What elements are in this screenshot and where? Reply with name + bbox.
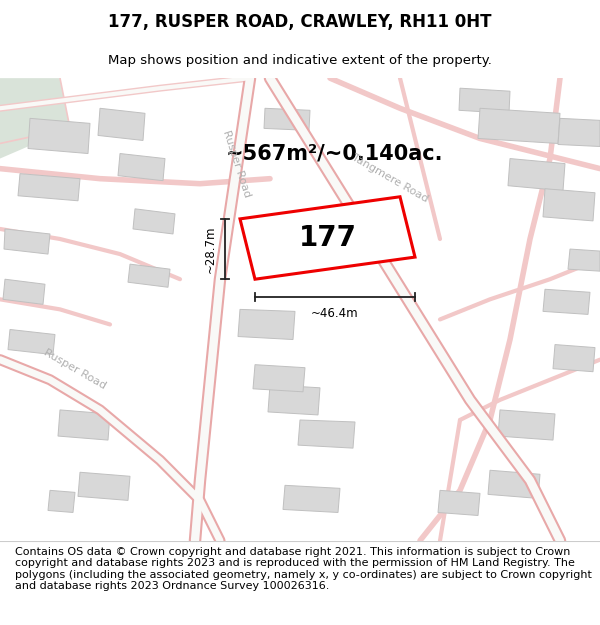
Polygon shape	[0, 78, 70, 159]
Polygon shape	[478, 108, 560, 144]
Polygon shape	[558, 118, 600, 146]
Polygon shape	[283, 486, 340, 512]
Text: Rusper Road: Rusper Road	[42, 348, 108, 391]
Text: 177, RUSPER ROAD, CRAWLEY, RH11 0HT: 177, RUSPER ROAD, CRAWLEY, RH11 0HT	[108, 13, 492, 31]
Polygon shape	[58, 410, 110, 440]
Polygon shape	[543, 289, 590, 314]
Polygon shape	[28, 118, 90, 154]
Polygon shape	[264, 108, 310, 131]
Text: 177: 177	[299, 224, 356, 252]
Polygon shape	[3, 279, 45, 304]
Polygon shape	[8, 329, 55, 354]
Text: Contains OS data © Crown copyright and database right 2021. This information is : Contains OS data © Crown copyright and d…	[15, 546, 592, 591]
Polygon shape	[268, 385, 320, 415]
Polygon shape	[238, 309, 295, 339]
Polygon shape	[253, 364, 305, 392]
Polygon shape	[508, 159, 565, 191]
Polygon shape	[4, 229, 50, 254]
Polygon shape	[543, 189, 595, 221]
Polygon shape	[78, 472, 130, 501]
Polygon shape	[488, 470, 540, 498]
Text: Tangmere Road: Tangmere Road	[350, 152, 430, 204]
Polygon shape	[133, 209, 175, 234]
Polygon shape	[568, 249, 600, 271]
Polygon shape	[118, 154, 165, 181]
Polygon shape	[240, 197, 415, 279]
Polygon shape	[553, 344, 595, 372]
Polygon shape	[98, 108, 145, 141]
Text: ~567m²/~0.140ac.: ~567m²/~0.140ac.	[226, 144, 444, 164]
Text: ~46.4m: ~46.4m	[311, 308, 359, 321]
Polygon shape	[128, 264, 170, 288]
Text: ~28.7m: ~28.7m	[204, 225, 217, 272]
Polygon shape	[48, 491, 75, 512]
Polygon shape	[298, 420, 355, 448]
Polygon shape	[459, 88, 510, 113]
Text: Map shows position and indicative extent of the property.: Map shows position and indicative extent…	[108, 54, 492, 68]
Polygon shape	[18, 174, 80, 201]
Polygon shape	[438, 491, 480, 516]
Polygon shape	[498, 410, 555, 440]
Text: Rusper Road: Rusper Road	[221, 129, 253, 199]
